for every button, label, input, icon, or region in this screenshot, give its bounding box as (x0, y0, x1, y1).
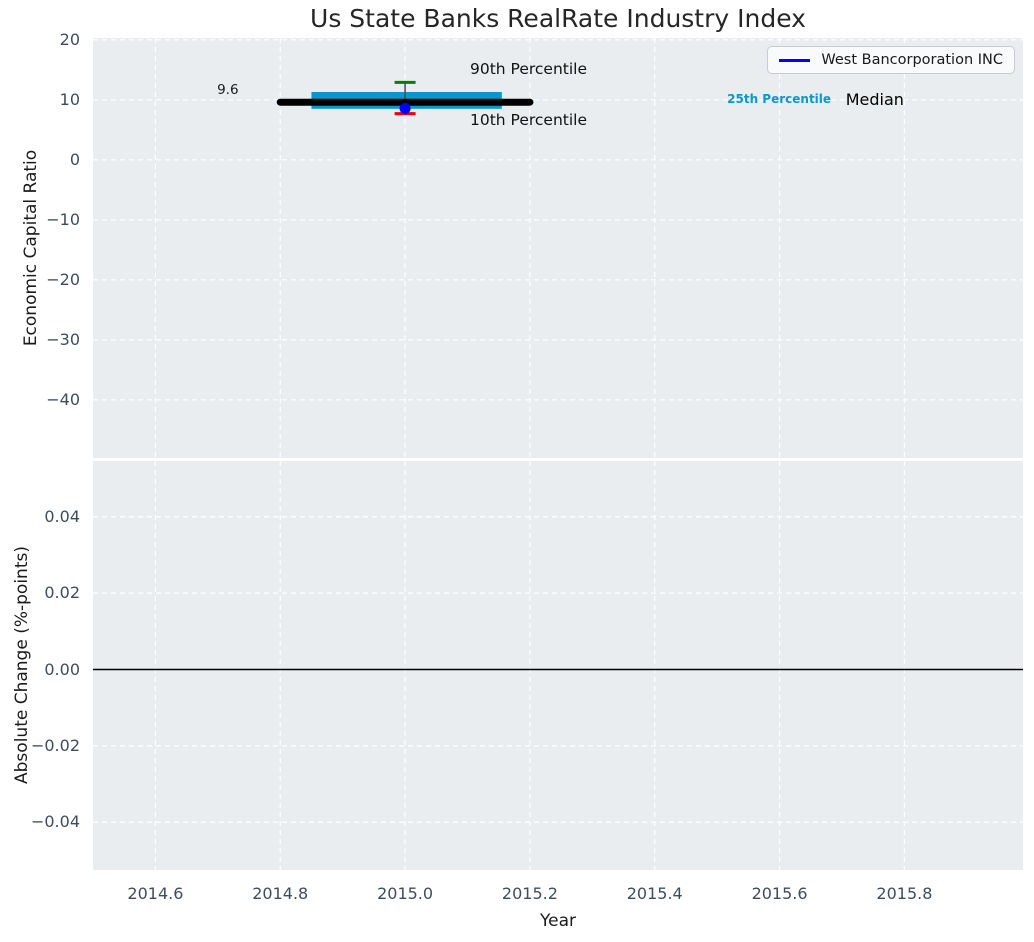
legend-line-sample (779, 58, 811, 62)
top-axes-plot-area: West Bancorporation INC (93, 38, 1023, 458)
y-tick-label: −0.02 (30, 735, 80, 755)
y-tick-label: 0 (69, 149, 80, 169)
y-tick-label: −0.04 (30, 812, 80, 832)
y-tick-label: 20 (59, 29, 80, 49)
annotation-25th-percentile: 25th Percentile (727, 91, 832, 106)
y-axis-label-top: Economic Capital Ratio (21, 149, 41, 347)
x-tick-label: 2015.4 (626, 884, 683, 903)
top-axes-canvas (93, 38, 1023, 458)
bottom-axes-plot-area (93, 461, 1023, 870)
chart-title: Us State Banks RealRate Industry Index (310, 4, 806, 33)
x-tick-label: 2015.0 (377, 884, 434, 903)
annotation-median: Median (845, 89, 904, 109)
annotation-9-6: 9.6 (217, 82, 239, 99)
x-axis-label: Year (540, 911, 576, 931)
y-tick-label: 10 (59, 89, 80, 109)
legend-label: West Bancorporation INC (821, 52, 1003, 68)
y-tick-label: −30 (46, 329, 80, 349)
x-tick-label: 2015.8 (876, 884, 933, 903)
x-tick-label: 2015.6 (751, 884, 808, 903)
bottom-axes-canvas (93, 461, 1023, 870)
y-tick-label: −20 (46, 269, 80, 289)
y-tick-label: 0.04 (44, 506, 80, 526)
x-tick-label: 2014.6 (127, 884, 184, 903)
legend: West Bancorporation INC (767, 46, 1015, 74)
y-tick-label: −10 (46, 209, 80, 229)
y-tick-label: 0.02 (44, 583, 80, 603)
annotation-10th-percentile: 10th Percentile (469, 111, 588, 130)
company-point (399, 103, 411, 114)
annotation-90th-percentile: 90th Percentile (469, 60, 588, 79)
y-tick-label: 0.00 (44, 659, 80, 679)
y-tick-label: −40 (46, 389, 80, 409)
x-tick-label: 2014.8 (252, 884, 309, 903)
x-tick-label: 2015.2 (501, 884, 558, 903)
